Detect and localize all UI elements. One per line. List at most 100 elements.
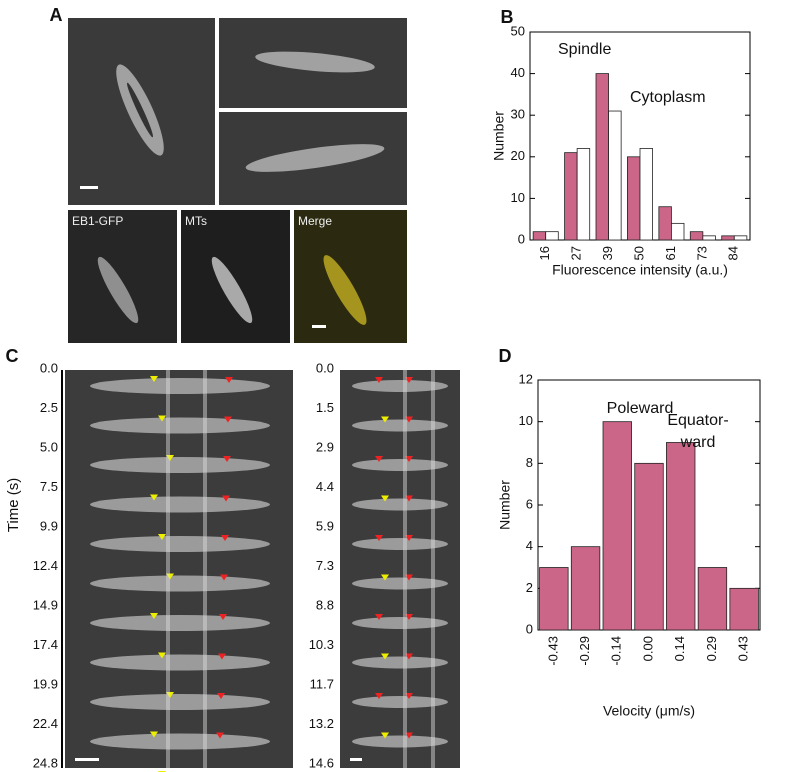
y-tick-label: 6	[526, 496, 533, 511]
arrowhead	[405, 416, 413, 423]
panel-label: B	[501, 7, 514, 27]
time-label: 17.4	[33, 637, 58, 652]
y-tick-label: 8	[526, 455, 533, 470]
legend-label: Spindle	[558, 41, 611, 58]
spindle	[90, 417, 270, 434]
spindle	[245, 144, 385, 172]
bar	[627, 156, 641, 241]
legend-label: Cytoplasm	[630, 89, 706, 106]
spindle	[352, 735, 448, 748]
y-tick-label: 30	[511, 107, 525, 122]
bar	[702, 235, 716, 241]
micrograph	[68, 210, 177, 343]
bar	[564, 152, 578, 241]
spindle	[90, 694, 270, 710]
bar	[602, 421, 632, 631]
arrowhead	[150, 731, 158, 738]
channel-label: EB1-GFP	[72, 214, 123, 228]
x-tick-label: 84	[726, 246, 741, 260]
y-tick-label: 40	[511, 65, 525, 80]
arrowhead	[158, 415, 166, 422]
annotation: Poleward	[607, 400, 674, 417]
arrowhead	[381, 653, 389, 660]
spindle	[352, 577, 448, 590]
axis-label: Velocity (μm/s)	[603, 703, 695, 719]
time-label: 4.4	[316, 479, 334, 494]
time-label: 7.3	[316, 558, 334, 573]
y-tick-label: 2	[526, 580, 533, 595]
x-tick-label: 16	[537, 246, 552, 260]
arrowhead	[381, 732, 389, 739]
y-tick-label: 50	[511, 23, 525, 38]
time-label: 12.4	[33, 558, 58, 573]
time-label: 24.8	[33, 755, 58, 770]
bar	[697, 567, 728, 631]
x-tick-label: 27	[569, 246, 584, 260]
bar	[689, 231, 704, 241]
arrowhead	[224, 416, 232, 423]
spindle	[127, 82, 153, 138]
spindle	[352, 380, 448, 392]
panel-label: D	[499, 346, 512, 366]
panel-a-images: EB1-GFP MTs Merge	[68, 18, 407, 343]
guide-line	[166, 370, 170, 768]
x-tick-label: 39	[600, 246, 615, 260]
arrowhead	[150, 613, 158, 619]
time-label: 11.7	[310, 676, 334, 691]
channel-label: MTs	[185, 214, 207, 228]
spindle	[90, 733, 270, 750]
spindle	[90, 378, 270, 394]
bar	[721, 235, 735, 241]
guide-line	[403, 370, 407, 768]
guide-line	[431, 370, 435, 768]
micrograph	[294, 210, 407, 343]
y-tick-label: 4	[526, 538, 533, 553]
arrowhead	[150, 376, 158, 382]
panel-label: A	[50, 5, 63, 25]
scale-bar	[312, 325, 326, 328]
panel-label: C	[6, 346, 19, 366]
arrowhead	[375, 535, 383, 541]
time-label: 2.5	[40, 400, 58, 415]
time-label: 19.9	[33, 676, 58, 691]
scale-bar	[80, 186, 98, 189]
arrowhead	[217, 693, 225, 699]
spindle	[323, 255, 367, 325]
arrowhead	[225, 377, 233, 383]
x-tick-label: -0.14	[609, 636, 624, 666]
x-tick-label: 61	[663, 246, 678, 260]
spindle	[352, 617, 448, 629]
time-label: 14.9	[33, 597, 58, 612]
arrowhead	[222, 495, 230, 502]
spindle	[352, 498, 448, 511]
time-label: 22.4	[33, 716, 58, 731]
time-label: 13.2	[309, 716, 334, 731]
annotation: Equator-	[667, 412, 728, 429]
axis-label: Number	[497, 480, 513, 530]
arrowhead	[381, 495, 389, 502]
bar	[639, 148, 653, 241]
x-tick-label: 73	[694, 246, 709, 260]
arrowhead	[150, 494, 158, 501]
spindle	[211, 256, 253, 324]
arrowhead	[220, 574, 228, 581]
scale-bar	[350, 758, 362, 761]
x-tick-label: 0.14	[672, 636, 687, 661]
arrowhead	[166, 573, 174, 580]
spindle	[97, 256, 139, 324]
spindle	[255, 51, 375, 73]
bar	[733, 235, 748, 241]
spindle	[90, 575, 270, 592]
spindle	[90, 496, 270, 513]
x-tick-label: 0.43	[736, 636, 751, 661]
x-tick-label: 0.00	[640, 636, 655, 661]
arrowhead	[381, 574, 389, 581]
arrowhead	[166, 455, 174, 461]
arrowhead	[405, 495, 413, 502]
time-label: 9.9	[40, 518, 58, 533]
time-label: 1.5	[316, 400, 334, 415]
time-label: 0.0	[40, 360, 58, 375]
bar	[671, 222, 685, 241]
bar	[539, 567, 569, 631]
y-tick-label: 0	[518, 231, 525, 246]
